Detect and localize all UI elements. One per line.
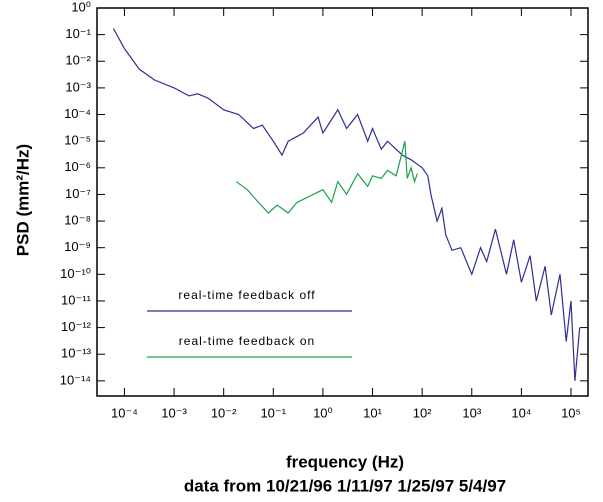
x-tick-label: 10⁻¹ [260,405,286,420]
x-tick-label: 10¹ [363,405,382,420]
x-tick-label: 10³ [462,405,481,420]
legend-label: real-time feedback off [178,288,315,302]
series-line [112,28,581,381]
y-tick-label: 10⁰ [71,0,91,14]
y-tick-label: 10⁻¹² [61,319,92,334]
y-tick-label: 10⁻¹ [65,26,91,41]
y-tick-label: 10⁻² [65,53,91,68]
x-axis-title: frequency (Hz) [286,452,404,471]
x-tick-label: 10⁻⁴ [111,405,138,420]
x-tick-label: 10⁻² [211,405,237,420]
y-tick-label: 10⁻³ [65,79,91,94]
series-line [235,141,418,214]
y-tick-label: 10⁻¹¹ [61,292,92,307]
y-tick-label: 10⁻¹³ [61,346,92,361]
y-tick-label: 10⁻¹⁰ [60,266,91,281]
x-tick-label: 10⁴ [511,405,531,420]
y-tick-label: 10⁻⁸ [64,212,91,227]
y-tick-label: 10⁻⁶ [64,159,91,174]
y-tick-label: 10⁻⁵ [64,133,91,148]
y-tick-label: 10⁻⁴ [64,106,91,121]
y-tick-label: 10⁻⁷ [65,186,91,201]
plot-frame [96,7,589,397]
x-tick-label: 10⁵ [561,405,581,420]
x-tick-label: 10² [413,405,432,420]
x-tick-label: 10⁻³ [161,405,187,420]
legend-label: real-time feedback on [179,334,315,348]
y-tick-label: 10⁻⁹ [64,239,91,254]
y-tick-label: 10⁻¹⁴ [60,372,91,387]
subtitle: data from 10/21/96 1/11/97 1/25/97 5/4/9… [184,476,506,495]
x-tick-label: 10⁰ [313,405,333,420]
y-axis-title: PSD (mm²/Hz) [13,144,32,256]
